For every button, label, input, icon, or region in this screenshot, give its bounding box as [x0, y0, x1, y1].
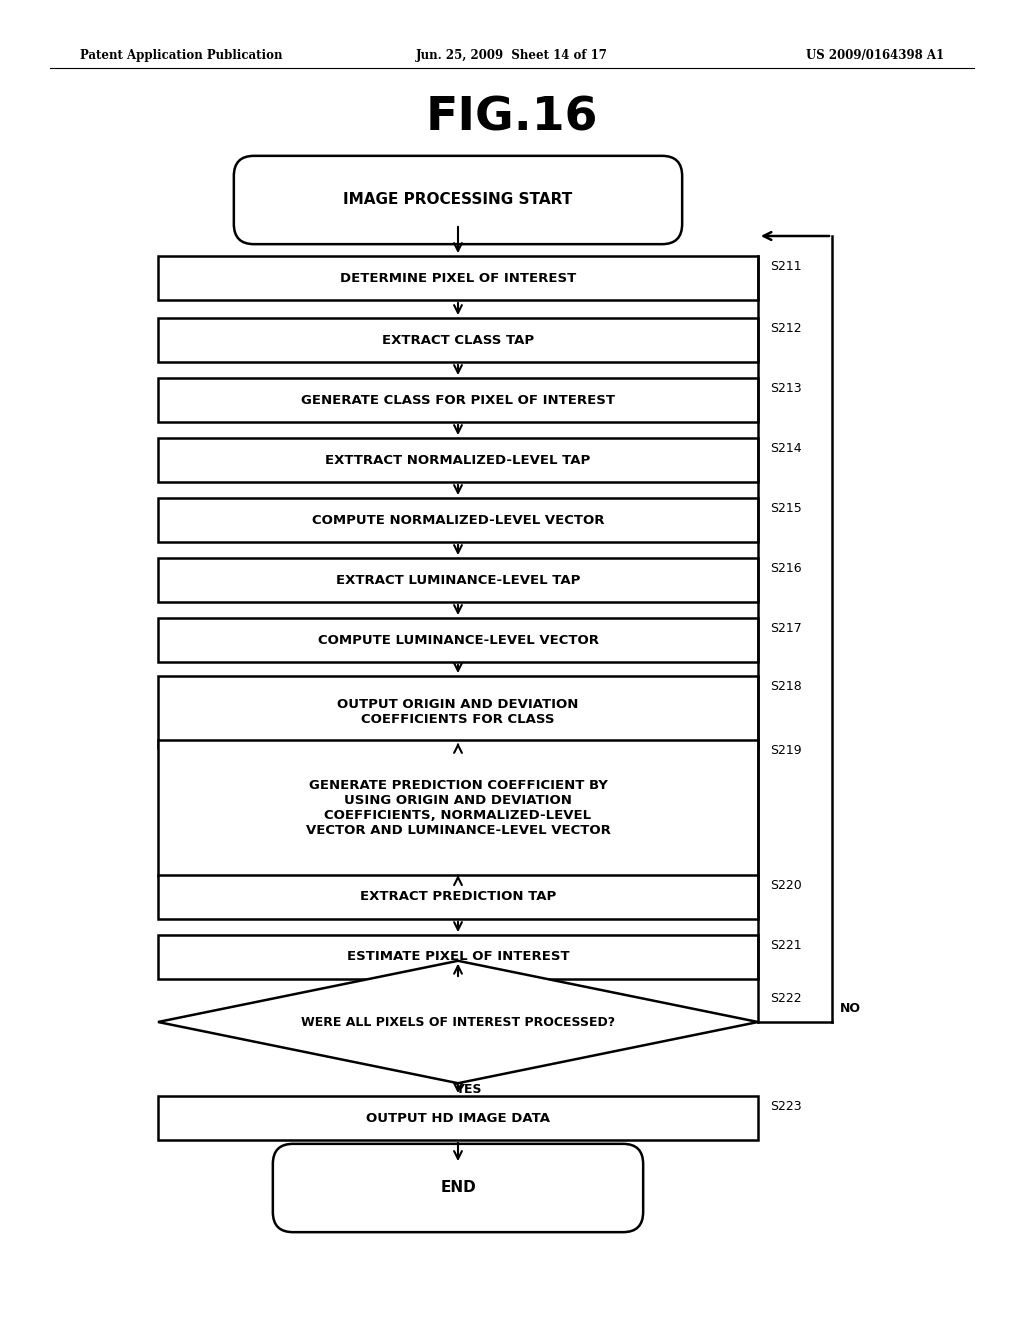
Text: S216: S216 — [770, 562, 802, 576]
Text: S221: S221 — [770, 939, 802, 952]
Text: S212: S212 — [770, 322, 802, 335]
Text: S218: S218 — [770, 680, 802, 693]
Polygon shape — [158, 961, 758, 1084]
Bar — [158, 875, 758, 919]
Bar — [158, 378, 758, 422]
Text: IMAGE PROCESSING START: IMAGE PROCESSING START — [343, 193, 572, 207]
Text: OUTPUT ORIGIN AND DEVIATION
COEFFICIENTS FOR CLASS: OUTPUT ORIGIN AND DEVIATION COEFFICIENTS… — [337, 698, 579, 726]
Text: S215: S215 — [770, 502, 802, 515]
Bar — [158, 256, 758, 300]
Text: EXTTRACT NORMALIZED-LEVEL TAP: EXTTRACT NORMALIZED-LEVEL TAP — [326, 454, 591, 466]
Text: ESTIMATE PIXEL OF INTEREST: ESTIMATE PIXEL OF INTEREST — [347, 950, 569, 964]
Bar — [158, 318, 758, 362]
Bar — [158, 618, 758, 663]
Text: YES: YES — [455, 1084, 481, 1096]
Text: S220: S220 — [770, 879, 802, 892]
Text: DETERMINE PIXEL OF INTEREST: DETERMINE PIXEL OF INTEREST — [340, 272, 577, 285]
Text: COMPUTE LUMINANCE-LEVEL VECTOR: COMPUTE LUMINANCE-LEVEL VECTOR — [317, 634, 598, 647]
Text: WERE ALL PIXELS OF INTEREST PROCESSED?: WERE ALL PIXELS OF INTEREST PROCESSED? — [301, 1015, 615, 1028]
Text: END: END — [440, 1180, 476, 1196]
Text: S222: S222 — [770, 993, 802, 1005]
Bar — [158, 1096, 758, 1140]
FancyBboxPatch shape — [272, 1144, 643, 1232]
Bar — [158, 558, 758, 602]
Text: S211: S211 — [770, 260, 802, 273]
Bar — [158, 741, 758, 876]
Text: Patent Application Publication: Patent Application Publication — [80, 49, 283, 62]
Text: EXTRACT PREDICTION TAP: EXTRACT PREDICTION TAP — [359, 891, 556, 903]
Text: GENERATE CLASS FOR PIXEL OF INTEREST: GENERATE CLASS FOR PIXEL OF INTEREST — [301, 393, 615, 407]
Text: EXTRACT CLASS TAP: EXTRACT CLASS TAP — [382, 334, 535, 346]
Bar — [158, 935, 758, 979]
Bar — [158, 498, 758, 543]
Text: S213: S213 — [770, 381, 802, 395]
Text: EXTRACT LUMINANCE-LEVEL TAP: EXTRACT LUMINANCE-LEVEL TAP — [336, 573, 581, 586]
Text: GENERATE PREDICTION COEFFICIENT BY
USING ORIGIN AND DEVIATION
COEFFICIENTS, NORM: GENERATE PREDICTION COEFFICIENT BY USING… — [305, 779, 610, 837]
Bar — [158, 676, 758, 748]
Text: S217: S217 — [770, 622, 802, 635]
Text: S223: S223 — [770, 1100, 802, 1113]
Text: S219: S219 — [770, 744, 802, 756]
FancyBboxPatch shape — [233, 156, 682, 244]
Text: S214: S214 — [770, 442, 802, 455]
Text: US 2009/0164398 A1: US 2009/0164398 A1 — [806, 49, 944, 62]
Text: COMPUTE NORMALIZED-LEVEL VECTOR: COMPUTE NORMALIZED-LEVEL VECTOR — [311, 513, 604, 527]
Text: FIG.16: FIG.16 — [426, 95, 598, 140]
Text: Jun. 25, 2009  Sheet 14 of 17: Jun. 25, 2009 Sheet 14 of 17 — [416, 49, 608, 62]
Text: OUTPUT HD IMAGE DATA: OUTPUT HD IMAGE DATA — [366, 1111, 550, 1125]
Text: NO: NO — [840, 1002, 861, 1015]
Bar — [158, 438, 758, 482]
